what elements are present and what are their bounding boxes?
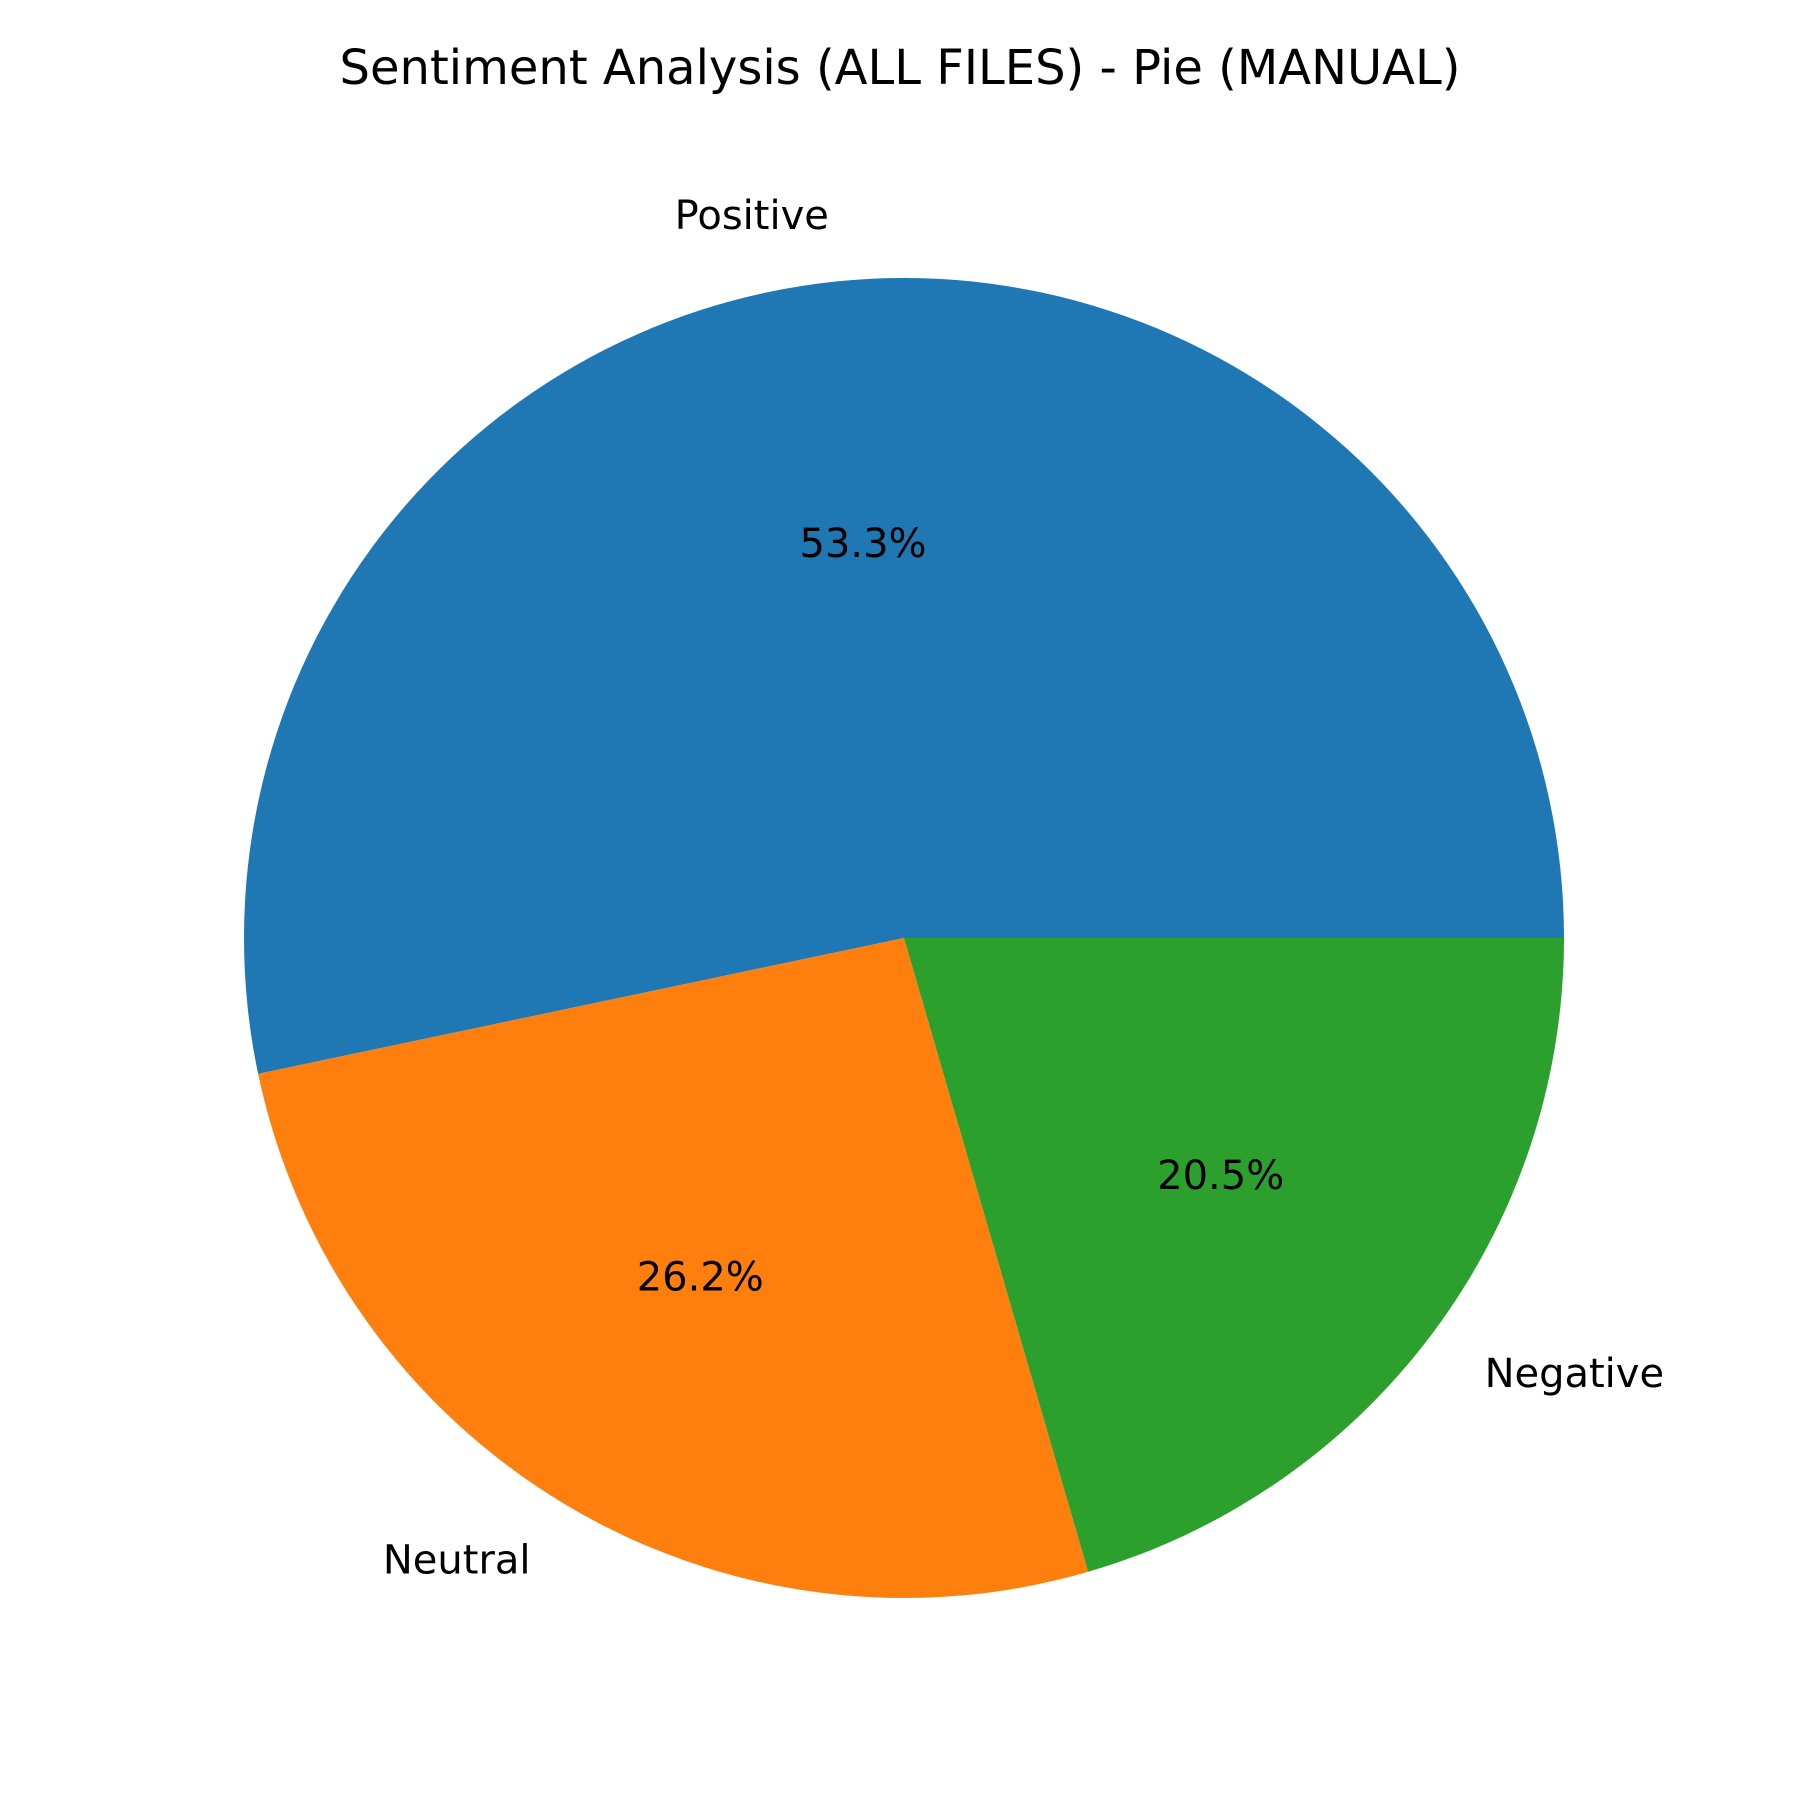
chart-title: Sentiment Analysis (ALL FILES) - Pie (MA… xyxy=(340,40,1461,96)
slice-label-neutral: Neutral xyxy=(383,1538,531,1584)
pie-labels: Positive 53.3% Neutral 26.2% Negative 20.5% xyxy=(383,193,1664,1584)
pie-slice-negative xyxy=(904,938,1564,1572)
slice-percent-neutral: 26.2% xyxy=(637,1255,764,1301)
slice-label-negative: Negative xyxy=(1485,1351,1665,1397)
slice-percent-positive: 53.3% xyxy=(799,521,926,567)
pie-slice-neutral xyxy=(258,938,1089,1598)
slice-label-positive: Positive xyxy=(675,193,829,239)
slice-percent-negative: 20.5% xyxy=(1157,1153,1284,1199)
pie-slice-positive xyxy=(243,277,1565,1074)
pie-slices xyxy=(243,277,1565,1598)
